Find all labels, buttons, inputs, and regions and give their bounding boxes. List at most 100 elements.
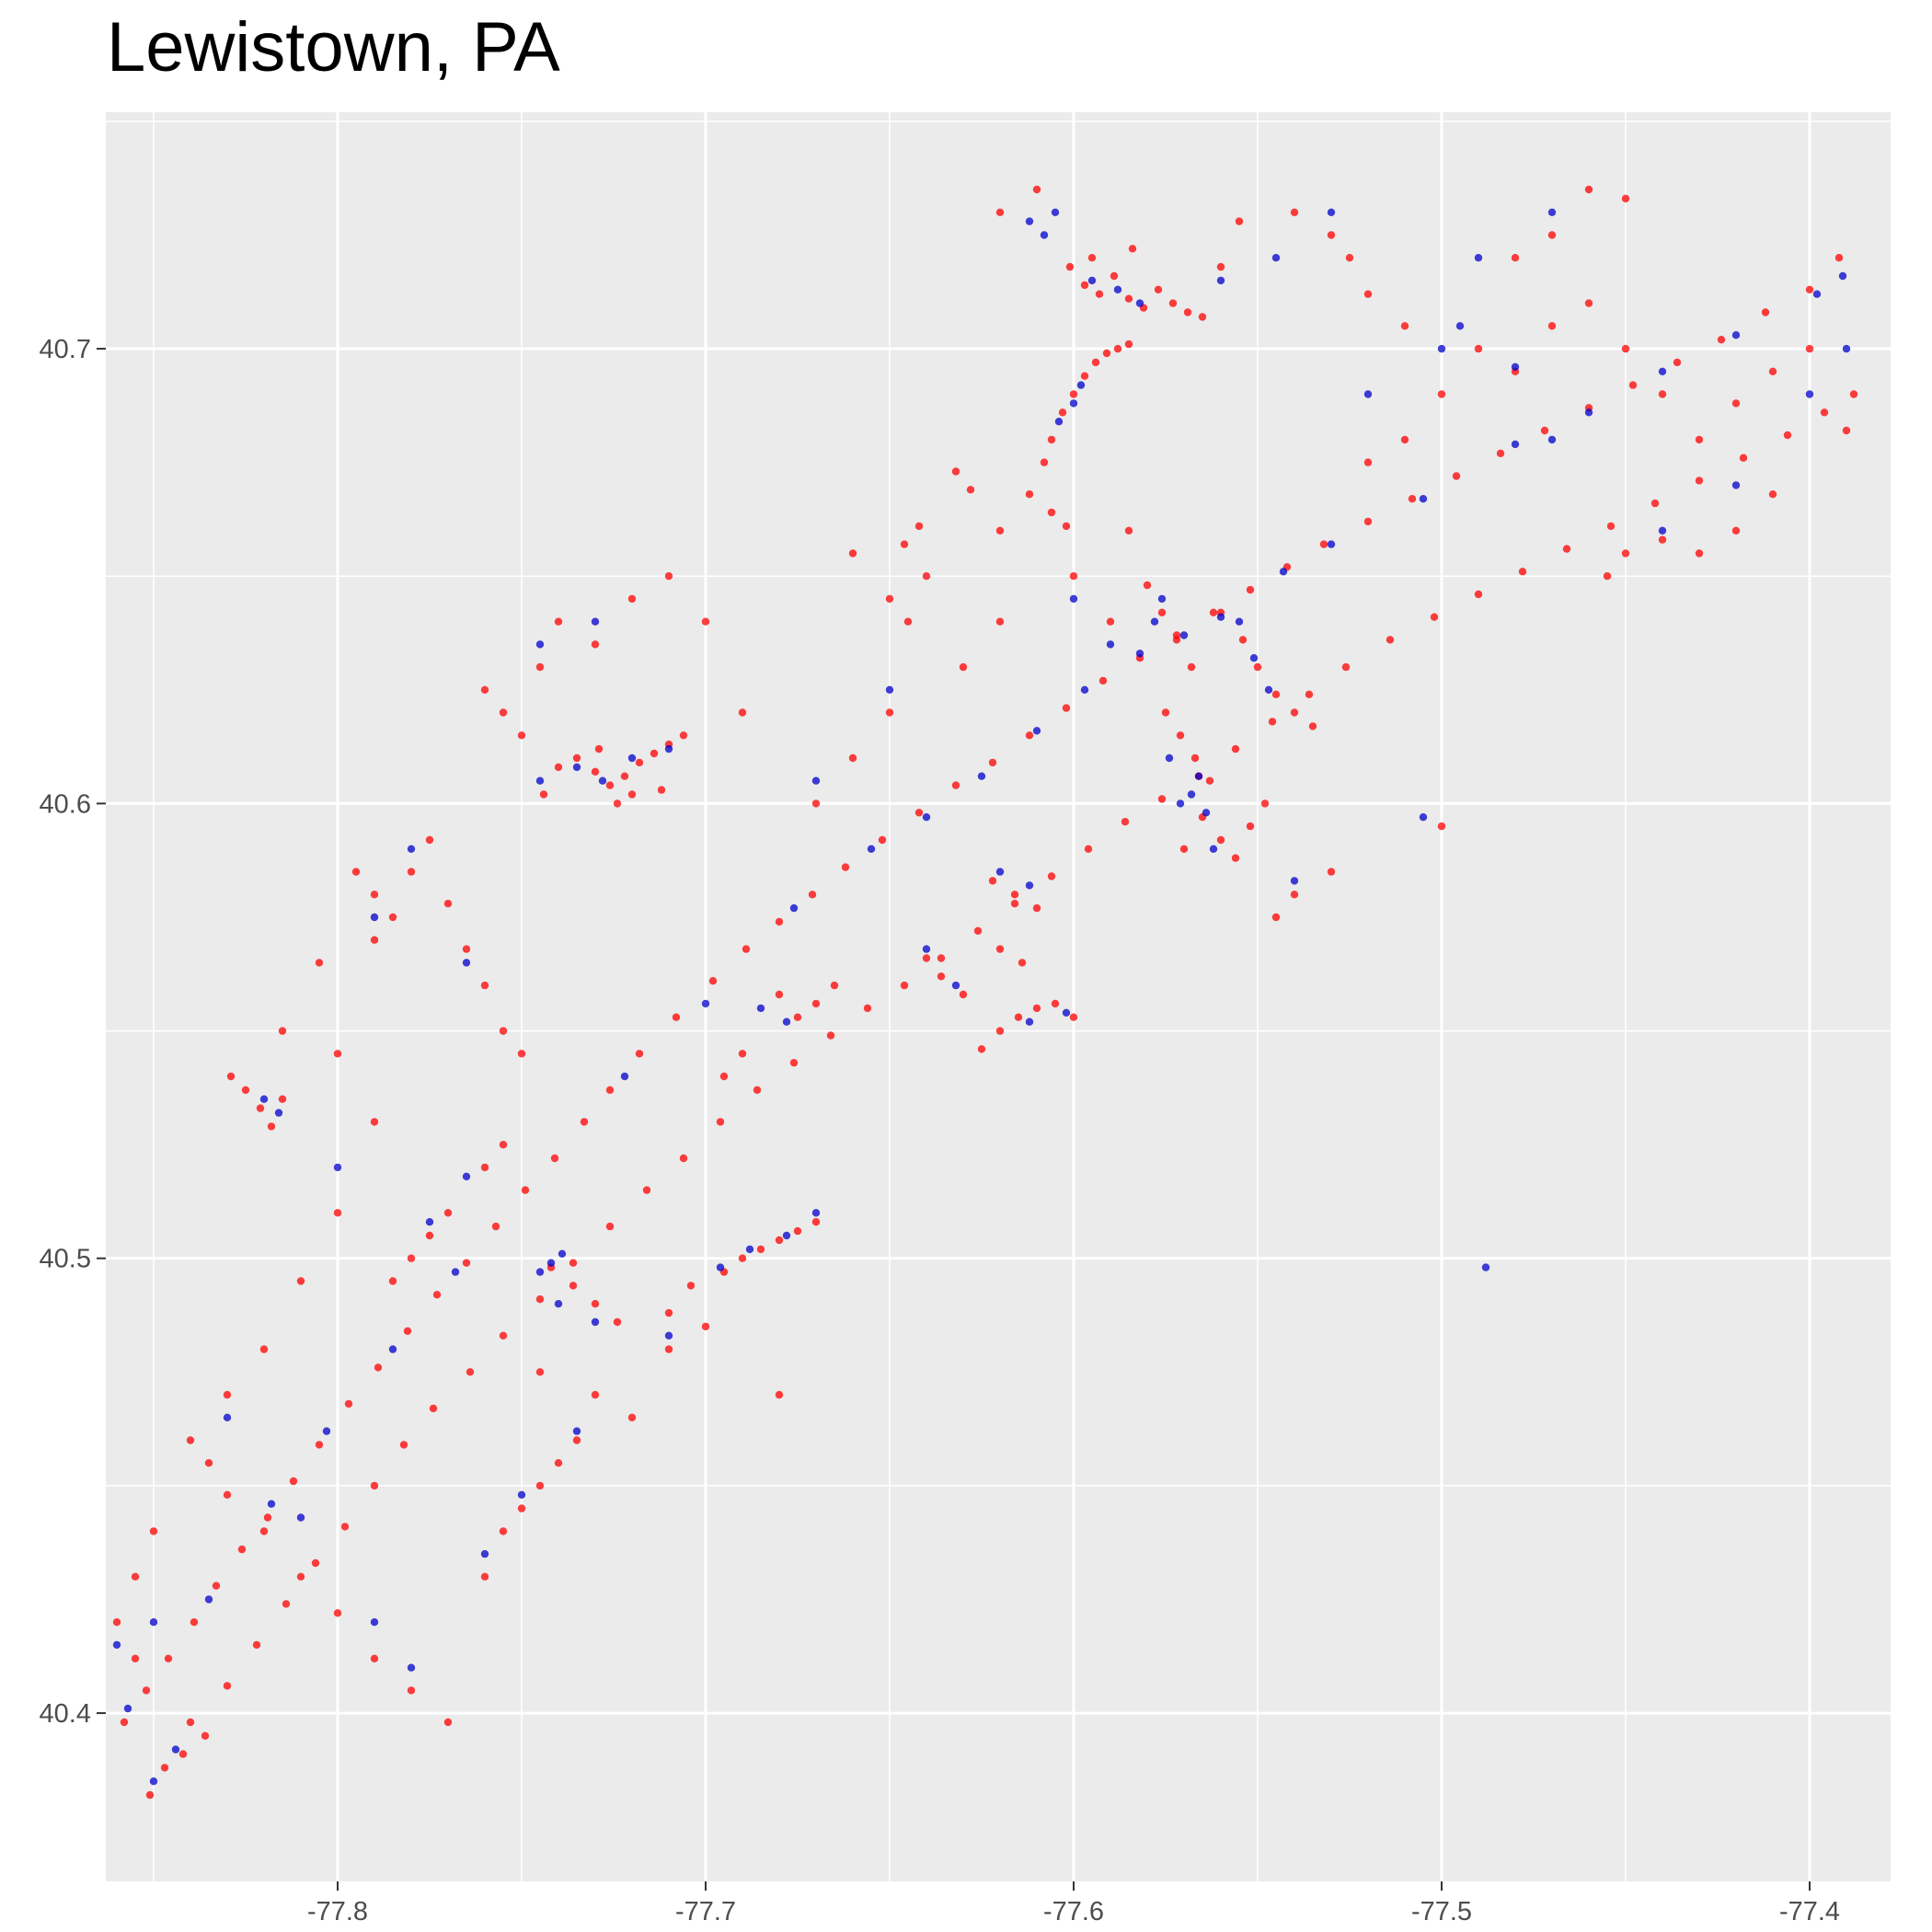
data-point bbox=[1209, 608, 1218, 616]
data-point bbox=[664, 1308, 673, 1317]
data-point bbox=[1400, 435, 1409, 444]
data-point bbox=[903, 617, 913, 626]
data-point bbox=[591, 1300, 600, 1308]
data-point bbox=[1106, 617, 1115, 626]
data-point bbox=[738, 1254, 747, 1262]
data-point bbox=[811, 1209, 821, 1217]
data-point bbox=[429, 1404, 438, 1413]
data-point bbox=[296, 1513, 305, 1522]
data-point bbox=[311, 1558, 320, 1568]
data-point bbox=[605, 781, 615, 789]
data-point bbox=[370, 1618, 379, 1627]
data-point bbox=[1290, 891, 1299, 899]
data-point bbox=[1113, 344, 1122, 353]
data-point bbox=[278, 1027, 287, 1035]
data-point bbox=[539, 790, 548, 799]
data-point bbox=[753, 1086, 762, 1095]
data-point bbox=[333, 1209, 342, 1217]
data-point bbox=[642, 1186, 651, 1194]
data-point bbox=[131, 1572, 140, 1581]
data-point bbox=[1069, 390, 1078, 398]
data-point bbox=[1176, 731, 1185, 740]
data-point bbox=[756, 1004, 765, 1013]
data-point bbox=[878, 835, 887, 845]
data-point bbox=[1246, 822, 1255, 831]
data-point bbox=[1205, 776, 1214, 785]
data-point bbox=[811, 1218, 821, 1226]
data-point bbox=[1437, 344, 1446, 353]
data-point bbox=[1080, 685, 1089, 694]
data-point bbox=[635, 758, 644, 767]
data-point bbox=[278, 1095, 287, 1103]
data-point bbox=[811, 776, 821, 785]
data-point bbox=[1080, 372, 1089, 380]
data-point bbox=[1308, 722, 1317, 730]
data-points bbox=[112, 185, 1858, 1800]
data-point bbox=[1695, 477, 1704, 485]
data-point bbox=[1547, 435, 1557, 444]
data-point bbox=[340, 1523, 350, 1531]
data-point bbox=[1621, 194, 1630, 203]
data-point bbox=[451, 1268, 460, 1276]
data-point bbox=[627, 594, 637, 604]
data-point bbox=[995, 1027, 1005, 1035]
data-point bbox=[1290, 208, 1299, 216]
data-point bbox=[775, 1390, 784, 1399]
data-point bbox=[1025, 490, 1034, 499]
data-point bbox=[1386, 636, 1395, 644]
data-point bbox=[554, 1459, 563, 1467]
data-point bbox=[1805, 285, 1814, 293]
data-point bbox=[149, 1777, 158, 1786]
data-point bbox=[252, 1640, 261, 1650]
data-point bbox=[1010, 891, 1019, 899]
data-point bbox=[1209, 845, 1218, 853]
data-point bbox=[1511, 440, 1520, 449]
data-point bbox=[1363, 458, 1373, 466]
data-point bbox=[1040, 231, 1049, 239]
data-point bbox=[1135, 299, 1144, 307]
data-point bbox=[569, 1259, 578, 1267]
data-point bbox=[1018, 959, 1027, 967]
data-point bbox=[1253, 662, 1262, 672]
data-point bbox=[1069, 1013, 1078, 1021]
data-point bbox=[1584, 299, 1593, 307]
data-point bbox=[591, 1390, 600, 1399]
data-point bbox=[289, 1477, 298, 1486]
data-point bbox=[1069, 399, 1078, 408]
data-point bbox=[1271, 690, 1281, 698]
data-point bbox=[1518, 568, 1527, 576]
data-point bbox=[263, 1513, 272, 1522]
data-point bbox=[443, 1209, 453, 1217]
data-point bbox=[1820, 408, 1829, 417]
y-tick-label: 40.4 bbox=[40, 1699, 91, 1729]
data-point bbox=[620, 772, 629, 780]
data-point bbox=[1025, 881, 1034, 890]
data-point bbox=[407, 845, 416, 853]
data-point bbox=[491, 1222, 500, 1231]
data-point bbox=[1032, 903, 1041, 913]
data-point bbox=[914, 809, 924, 817]
data-point bbox=[594, 744, 604, 753]
data-point bbox=[432, 1291, 442, 1299]
data-point bbox=[1658, 390, 1667, 398]
data-point bbox=[922, 954, 931, 962]
data-point bbox=[256, 1104, 265, 1112]
data-point bbox=[679, 1154, 688, 1163]
data-point bbox=[1783, 431, 1792, 440]
data-point bbox=[811, 999, 821, 1008]
data-point bbox=[664, 744, 673, 753]
data-point bbox=[1658, 526, 1667, 535]
data-point bbox=[204, 1459, 213, 1467]
data-point bbox=[259, 1527, 269, 1535]
data-point bbox=[742, 945, 751, 953]
data-point bbox=[738, 708, 747, 717]
data-point bbox=[1231, 744, 1240, 753]
data-point bbox=[149, 1618, 158, 1627]
data-point bbox=[1047, 508, 1056, 517]
data-point bbox=[745, 1245, 754, 1254]
plot-panel bbox=[106, 112, 1891, 1881]
data-point bbox=[554, 617, 563, 626]
data-point bbox=[1047, 435, 1056, 444]
data-point bbox=[863, 1004, 872, 1013]
